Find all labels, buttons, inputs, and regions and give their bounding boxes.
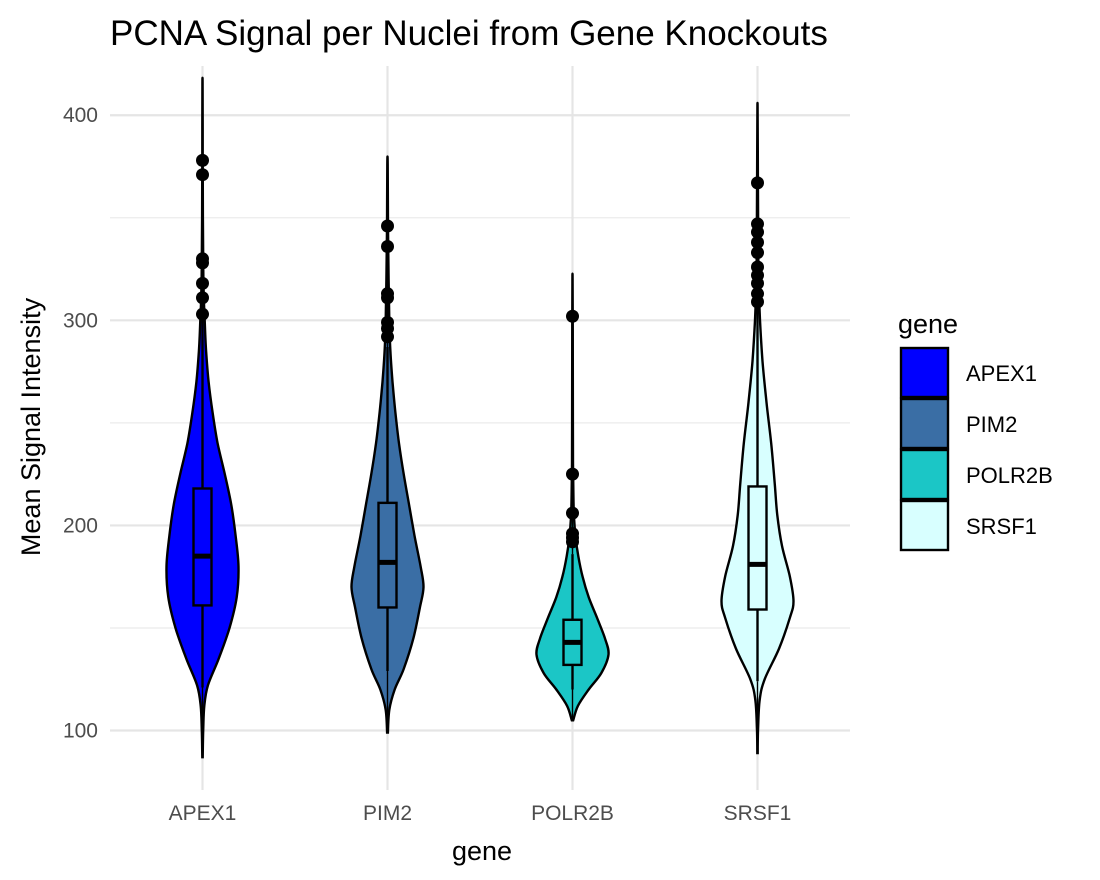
legend-label: POLR2B — [966, 463, 1053, 488]
legend-key-srsf1 — [899, 499, 950, 552]
outlier-point — [566, 467, 579, 481]
legend-label: SRSF1 — [966, 514, 1037, 539]
outlier-point — [196, 307, 209, 321]
y-axis-ticks: 100 200 300 400 — [63, 104, 98, 742]
y-tick-label: 400 — [63, 104, 98, 127]
outlier-point — [751, 246, 764, 260]
outlier-point — [751, 260, 764, 274]
legend-label: APEX1 — [966, 361, 1037, 386]
y-tick-label: 300 — [63, 309, 98, 332]
x-axis-ticks: APEX1 PIM2 POLR2B SRSF1 — [169, 802, 792, 825]
y-axis-title: Mean Signal Intensity — [16, 297, 46, 556]
legend-key-pim2 — [899, 397, 950, 450]
x-axis-title: gene — [452, 836, 512, 866]
x-tick-label: APEX1 — [169, 802, 237, 825]
violins — [165, 76, 795, 759]
violin-pim2 — [350, 155, 425, 734]
outlier-point — [751, 235, 764, 249]
outlier-point — [751, 287, 764, 301]
legend: gene APEX1 PIM2 POLR2B SRSF1 — [898, 309, 1053, 552]
outlier-point — [196, 276, 209, 290]
box — [192, 487, 213, 607]
legend-key-apex1 — [899, 346, 950, 399]
y-tick-label: 200 — [63, 514, 98, 537]
outlier-point — [381, 219, 394, 233]
legend-key-polr2b — [899, 448, 950, 501]
x-tick-label: POLR2B — [531, 802, 614, 825]
outlier-point — [196, 291, 209, 305]
outlier-point — [196, 168, 209, 182]
outlier-point — [751, 176, 764, 190]
chart-title: PCNA Signal per Nuclei from Gene Knockou… — [110, 14, 828, 53]
box — [747, 485, 768, 611]
outlier-point — [566, 309, 579, 323]
outlier-point — [196, 252, 209, 266]
violin-apex1 — [165, 76, 240, 759]
violin-srsf1 — [720, 101, 795, 755]
outlier-point — [751, 217, 764, 231]
outlier-point — [196, 153, 209, 167]
outlier-point — [566, 527, 579, 541]
violin-polr2b — [535, 272, 610, 722]
outlier-point — [381, 287, 394, 301]
legend-title: gene — [898, 309, 958, 339]
x-tick-label: PIM2 — [363, 802, 412, 825]
legend-label: PIM2 — [966, 412, 1017, 437]
box — [377, 501, 398, 609]
grid — [110, 66, 850, 790]
outlier-point — [566, 506, 579, 520]
y-tick-label: 100 — [63, 720, 98, 743]
x-tick-label: SRSF1 — [724, 802, 792, 825]
outlier-point — [381, 315, 394, 329]
outlier-point — [381, 239, 394, 253]
